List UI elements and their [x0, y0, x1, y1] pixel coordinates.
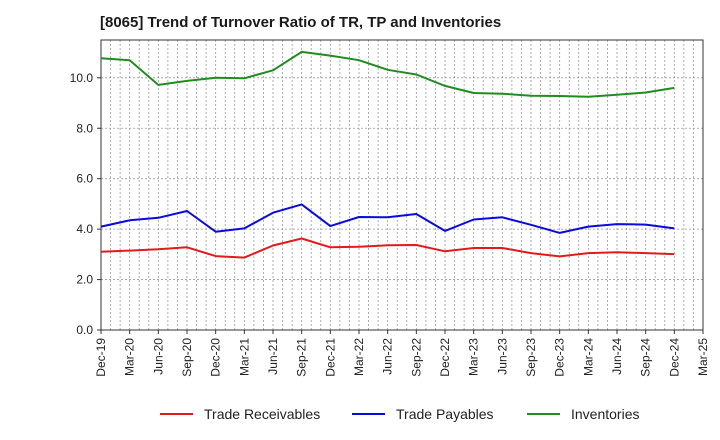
x-tick-label: Jun-24	[610, 338, 624, 375]
series-line-trade-receivables	[100, 237, 675, 259]
legend: Trade Receivables Trade Payables Inventori…	[160, 406, 639, 422]
legend-label: Trade Payables	[396, 406, 494, 422]
axes	[97, 39, 704, 334]
series-lines	[100, 50, 675, 259]
x-tick-label: Mar-21	[237, 338, 251, 376]
y-tick-label: 2.0	[76, 273, 93, 287]
x-tick-label: Dec-23	[553, 338, 567, 377]
plot-frame	[100, 39, 704, 331]
x-tick-label: Sep-20	[180, 338, 194, 377]
x-tick-label: Dec-20	[209, 338, 223, 377]
x-tick-label: Mar-20	[123, 338, 137, 376]
x-tick-label: Mar-24	[581, 338, 595, 376]
series-line-trade-payables	[100, 203, 675, 234]
x-tick-label: Jun-20	[151, 338, 165, 375]
x-tick-label: Jun-23	[495, 338, 509, 375]
grid-lines	[101, 40, 703, 330]
legend-label: Inventories	[571, 406, 639, 422]
tick-labels: 0.0 2.0 4.0 6.0 8.0 10.0 Dec-19 Mar-20 Jun-20 Sep…	[70, 71, 710, 377]
x-tick-label: Mar-23	[467, 338, 481, 376]
x-tick-label: Sep-24	[639, 338, 653, 377]
y-tick-label: 0.0	[76, 323, 93, 337]
x-tick-label: Dec-22	[438, 338, 452, 377]
x-tick-label: Jun-22	[381, 338, 395, 375]
y-tick-label: 10.0	[70, 71, 94, 85]
x-tick-label: Mar-25	[696, 338, 710, 376]
x-tick-label: Sep-23	[524, 338, 538, 377]
x-tick-label: Dec-21	[323, 338, 337, 377]
y-tick-label: 6.0	[76, 172, 93, 186]
x-tick-label: Sep-21	[295, 338, 309, 377]
x-tick-label: Sep-22	[409, 338, 423, 377]
legend-label: Trade Receivables	[204, 406, 320, 422]
x-tick-label: Jun-21	[266, 338, 280, 375]
x-tick-label: Mar-22	[352, 338, 366, 376]
series-line-inventories	[100, 50, 675, 98]
x-tick-label: Dec-24	[667, 338, 681, 377]
x-tick-label: Dec-19	[94, 338, 108, 377]
y-tick-label: 8.0	[76, 121, 93, 135]
chart-title: [8065] Trend of Turnover Ratio of TR, TP…	[100, 14, 502, 31]
y-tick-label: 4.0	[76, 222, 93, 236]
